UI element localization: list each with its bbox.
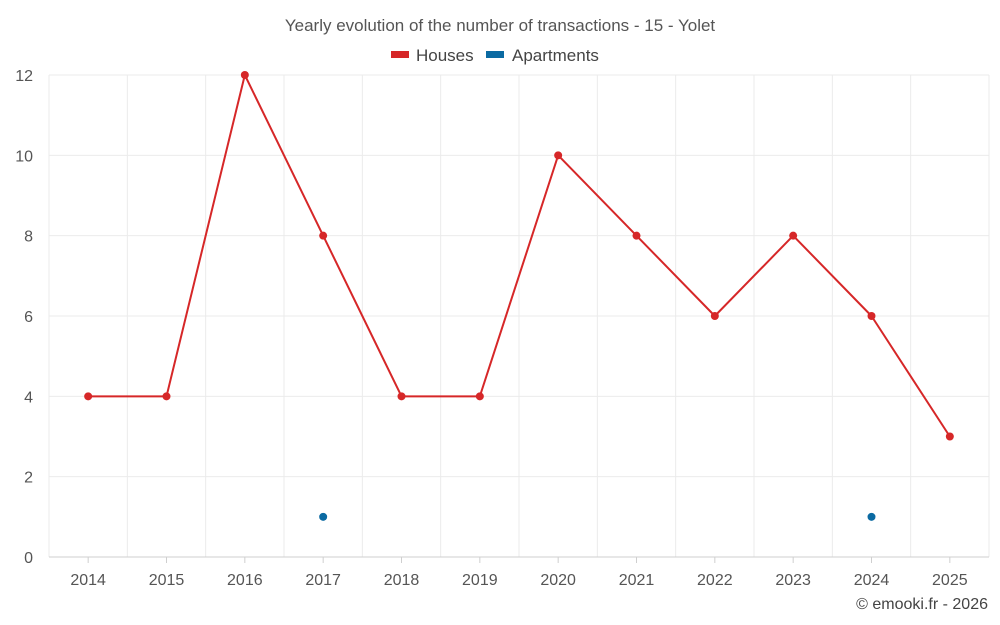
credit-text: © emooki.fr - 2026 — [856, 596, 988, 613]
x-tick-label: 2025 — [932, 572, 968, 589]
x-tick-label: 2014 — [70, 572, 106, 589]
data-point-apartments[interactable] — [867, 512, 876, 521]
x-tick-label: 2018 — [384, 572, 420, 589]
y-axis-ticks: 0 2 4 6 8 10 12 — [15, 68, 33, 567]
x-tick-label: 2024 — [854, 572, 890, 589]
legend-item-houses[interactable]: Houses — [391, 46, 474, 65]
x-tick-label: 2015 — [149, 572, 185, 589]
data-point-houses[interactable] — [710, 312, 719, 320]
x-tick-label: 2016 — [227, 572, 263, 589]
y-tick-label: 2 — [24, 470, 33, 487]
legend-swatch-apartments — [486, 51, 504, 58]
x-tick-label: 2023 — [775, 572, 811, 589]
data-point-houses[interactable] — [240, 71, 249, 79]
series-houses — [84, 71, 954, 441]
data-point-houses[interactable] — [632, 231, 641, 240]
legend-label-apartments: Apartments — [512, 46, 599, 65]
x-tick-label: 2022 — [697, 572, 733, 589]
x-tick-label: 2021 — [619, 572, 655, 589]
y-tick-label: 6 — [24, 309, 33, 326]
data-point-houses[interactable] — [945, 432, 954, 441]
data-point-houses[interactable] — [397, 392, 406, 401]
grid — [48, 74, 990, 557]
data-point-apartments[interactable] — [319, 512, 328, 521]
data-point-houses[interactable] — [867, 312, 876, 320]
legend-swatch-houses — [391, 51, 409, 58]
x-tick-label: 2017 — [305, 572, 341, 589]
x-axis-ticks: 2014 2015 2016 2017 2018 2019 2020 2021 2022 2023… — [70, 557, 968, 589]
series — [84, 71, 954, 521]
series-apartments — [319, 512, 876, 521]
data-point-houses[interactable] — [162, 392, 171, 401]
data-point-houses[interactable] — [84, 392, 93, 401]
series-line-houses — [88, 74, 951, 438]
legend: Houses Apartments — [391, 46, 599, 65]
legend-item-apartments[interactable]: Apartments — [486, 46, 599, 65]
data-point-houses[interactable] — [319, 231, 328, 240]
y-tick-label: 8 — [24, 229, 33, 246]
y-tick-label: 10 — [15, 148, 33, 165]
y-tick-label: 4 — [24, 389, 33, 406]
data-point-houses[interactable] — [789, 231, 798, 240]
data-point-houses[interactable] — [475, 392, 484, 401]
data-point-houses[interactable] — [554, 151, 563, 160]
x-tick-label: 2020 — [540, 572, 576, 589]
y-tick-label: 0 — [24, 550, 33, 567]
x-tick-label: 2019 — [462, 572, 498, 589]
chart-title: Yearly evolution of the number of transa… — [285, 16, 716, 35]
legend-label-houses: Houses — [416, 46, 474, 65]
y-tick-label: 12 — [15, 68, 33, 85]
